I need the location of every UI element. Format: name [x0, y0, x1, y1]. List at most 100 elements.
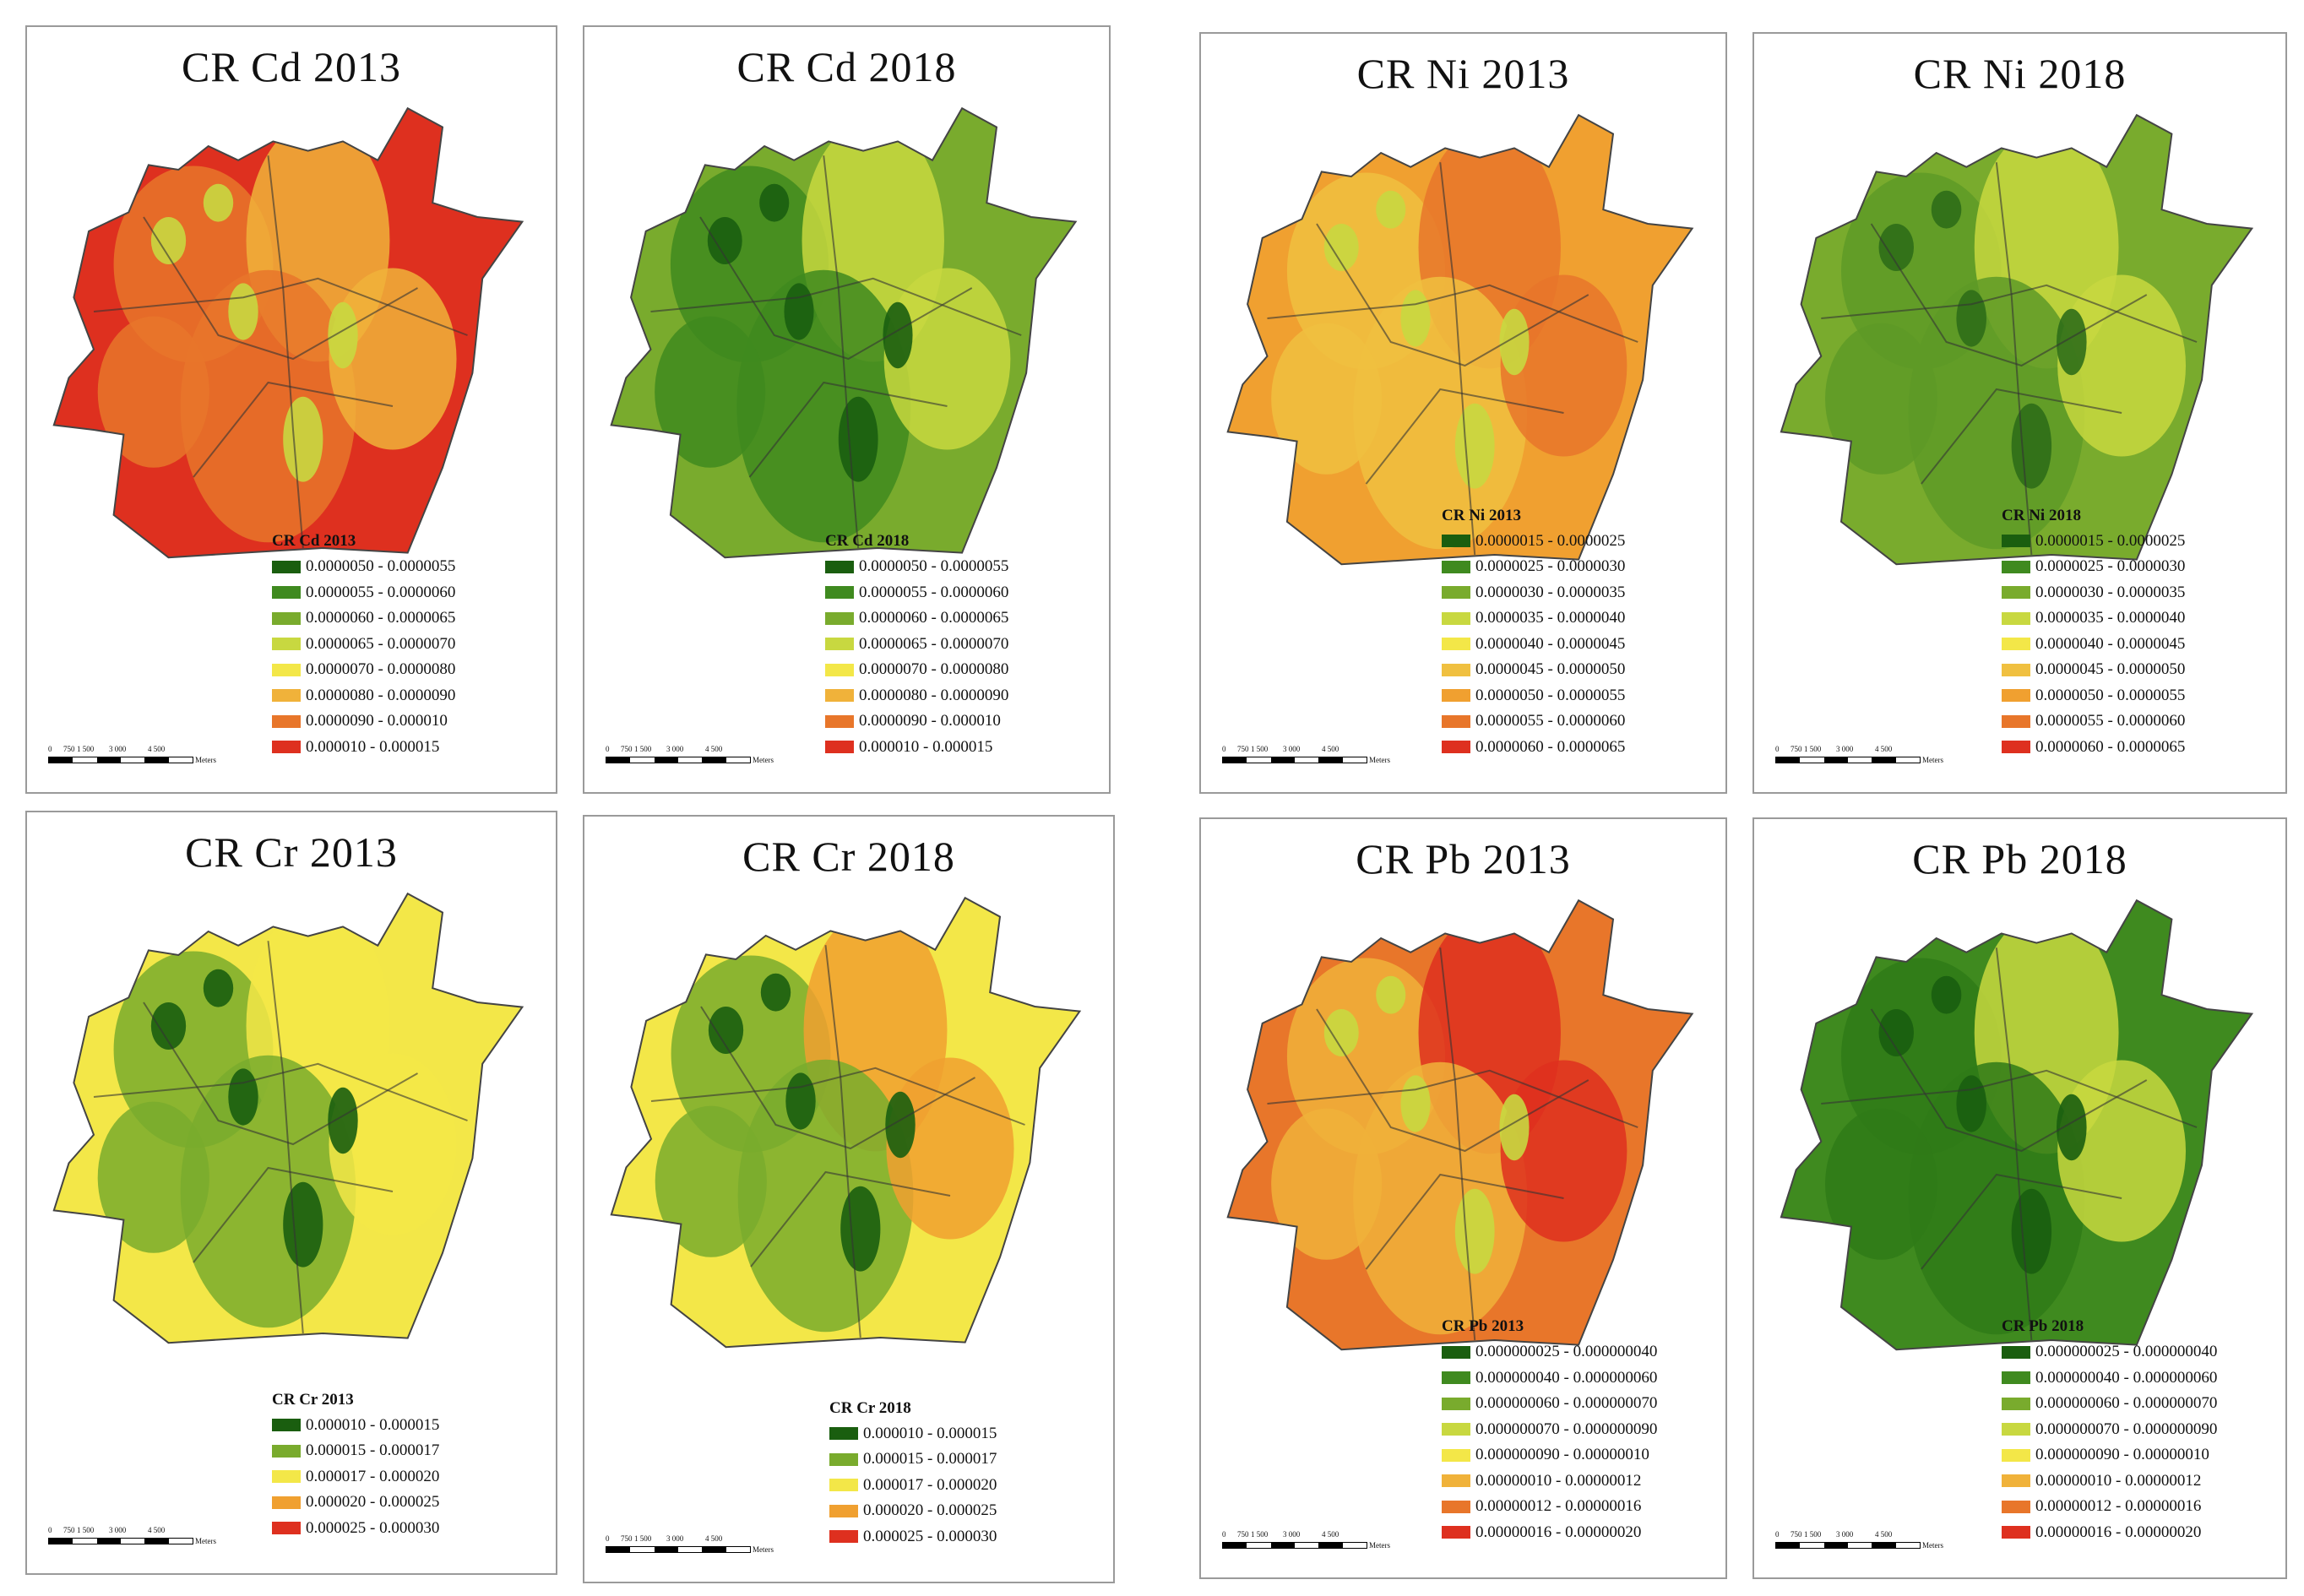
scale-tick-label: 0 — [1775, 745, 1780, 753]
legend-item: 0.000000040 - 0.000000060 — [1442, 1365, 1695, 1392]
legend-label: 0.000000040 - 0.000000060 — [2035, 1368, 2218, 1387]
legend-item: 0.000010 - 0.000015 — [272, 1413, 525, 1439]
legend-label: 0.00000016 - 0.00000020 — [1475, 1523, 1642, 1541]
district-outline — [1226, 113, 1694, 566]
legend-item: 0.00000012 - 0.00000016 — [2002, 1494, 2255, 1520]
legend-item: 0.0000040 - 0.0000045 — [1442, 632, 1695, 658]
risk-hotspot — [150, 217, 187, 264]
legend-label: 0.0000080 - 0.0000090 — [306, 686, 456, 704]
risk-surface — [650, 119, 1022, 549]
legend-swatch — [272, 741, 301, 754]
scale-tick-label: 1 500 — [1804, 745, 1822, 753]
scale-tick-label: 1 500 — [1251, 1530, 1269, 1539]
legend-item: 0.0000055 - 0.0000060 — [825, 580, 1079, 606]
legend-swatch — [829, 1530, 858, 1544]
risk-zone — [1500, 1060, 1627, 1242]
road-line — [267, 155, 304, 549]
legend-label: 0.0000035 - 0.0000040 — [1475, 609, 1626, 627]
risk-hotspot — [1931, 190, 1962, 229]
legend-item: 0.000025 - 0.000030 — [272, 1516, 525, 1542]
legend-swatch — [829, 1479, 858, 1492]
scale-ticks: 0 750 1 500 3 000 4 500 — [48, 745, 226, 755]
legend-label: 0.0000035 - 0.0000040 — [2035, 609, 2186, 627]
scale-unit: Meters — [1369, 756, 1390, 764]
road-line — [1267, 1069, 1638, 1128]
legend-item: 0.000000025 - 0.000000040 — [1442, 1339, 1695, 1365]
scale-bar: 0 750 1 500 3 000 4 500 Meters — [1775, 1530, 1953, 1555]
legend-label: 0.000020 - 0.000025 — [306, 1493, 440, 1512]
scale-bar: 0 750 1 500 3 000 4 500 Meters — [1222, 745, 1399, 770]
risk-zone — [329, 268, 457, 450]
legend-item: 0.0000050 - 0.0000055 — [1442, 683, 1695, 709]
road-line — [93, 1062, 468, 1121]
legend-label: 0.00000016 - 0.00000020 — [2035, 1523, 2202, 1541]
legend-swatch — [1442, 1500, 1470, 1513]
map-legend: CR Cd 2018 0.0000050 - 0.0000055 0.0000055… — [825, 532, 1079, 760]
legend-item: 0.000000070 - 0.000000090 — [2002, 1417, 2255, 1443]
scale-ticks: 0 750 1 500 3 000 4 500 — [606, 1534, 783, 1544]
legend-item: 0.0000070 - 0.0000080 — [825, 657, 1079, 683]
legend-label: 0.0000045 - 0.0000050 — [2035, 660, 2186, 679]
risk-zone — [1825, 1108, 1937, 1260]
legend-label: 0.0000040 - 0.0000045 — [1475, 634, 1626, 653]
legend-label: 0.000000090 - 0.00000010 — [1475, 1446, 1649, 1464]
legend-swatch — [829, 1427, 858, 1441]
scale-tick-label: 0 — [48, 745, 52, 753]
scale-tick-label: 3 000 — [1836, 745, 1854, 753]
scale-tick-label: 3 000 — [666, 1534, 684, 1543]
legend-label: 0.000000070 - 0.000000090 — [2035, 1420, 2218, 1438]
legend-swatch — [2002, 560, 2030, 573]
panel-title: CR Cr 2013 — [185, 828, 398, 876]
risk-hotspot — [2057, 1094, 2087, 1161]
road-line — [1439, 947, 1476, 1341]
legend-item: 0.0000060 - 0.0000065 — [272, 605, 525, 632]
legend-swatch — [272, 1522, 301, 1535]
risk-hotspot — [759, 183, 790, 222]
risk-hotspot — [150, 1002, 187, 1050]
legend-label: 0.0000070 - 0.0000080 — [859, 660, 1009, 679]
risk-hotspot — [1376, 190, 1406, 229]
legend-swatch — [2002, 535, 2030, 548]
scale-tick-label: 750 — [1237, 1530, 1249, 1539]
scale-unit: Meters — [195, 1537, 216, 1545]
scale-tick-label: 750 — [1790, 745, 1802, 753]
risk-hotspot — [283, 396, 323, 482]
legend-swatch — [829, 1452, 858, 1466]
road-line — [1870, 1008, 2148, 1153]
legend-swatch — [2002, 1526, 2030, 1539]
scale-bar-segments — [606, 757, 751, 763]
legend-item: 0.0000025 - 0.0000030 — [2002, 554, 2255, 580]
map-legend: CR Cr 2018 0.000010 - 0.000015 0.000015 - … — [829, 1399, 1083, 1550]
map-panel: CR Cr 2013 CR Cr 2013 0.000010 - 0.000015 0… — [25, 811, 557, 1575]
legend-item: 0.0000060 - 0.0000065 — [825, 605, 1079, 632]
scale-bar: 0 750 1 500 3 000 4 500 Meters — [48, 1526, 226, 1551]
scale-ticks: 0 750 1 500 3 000 4 500 — [1775, 1530, 1953, 1540]
road-line — [823, 155, 860, 549]
risk-hotspot — [203, 969, 234, 1007]
scale-unit: Meters — [1922, 1541, 1943, 1550]
legend-swatch — [825, 663, 854, 676]
legend-swatch — [1442, 663, 1470, 676]
choropleth-map — [52, 892, 524, 1344]
legend-swatch — [2002, 714, 2030, 728]
legend-label: 0.000015 - 0.000017 — [306, 1441, 440, 1460]
legend-item: 0.000025 - 0.000030 — [829, 1524, 1083, 1550]
legend-label: 0.0000080 - 0.0000090 — [859, 686, 1009, 704]
scale-bar: 0 750 1 500 3 000 4 500 Meters — [1222, 1530, 1399, 1555]
legend-swatch — [1442, 535, 1470, 548]
risk-surface — [1821, 126, 2198, 556]
legend-item: 0.0000030 - 0.0000035 — [1442, 580, 1695, 606]
map-panel: CR Cd 2018 CR Cd 2018 0.0000050 - 0.000005… — [583, 25, 1111, 794]
risk-zone — [2057, 1060, 2187, 1242]
scale-tick-label: 750 — [621, 1534, 633, 1543]
map-panel: CR Cr 2018 CR Cr 2018 0.000010 - 0.000015 0… — [583, 815, 1115, 1583]
road-line — [1365, 388, 1564, 485]
road-line — [1821, 284, 2198, 343]
legend-item: 0.000017 - 0.000020 — [272, 1464, 525, 1490]
risk-hotspot — [1454, 1188, 1495, 1274]
risk-hotspot — [707, 217, 742, 264]
scale-bar-segments — [1775, 757, 1921, 763]
risk-hotspot — [885, 1091, 916, 1159]
legend-swatch — [2002, 611, 2030, 625]
